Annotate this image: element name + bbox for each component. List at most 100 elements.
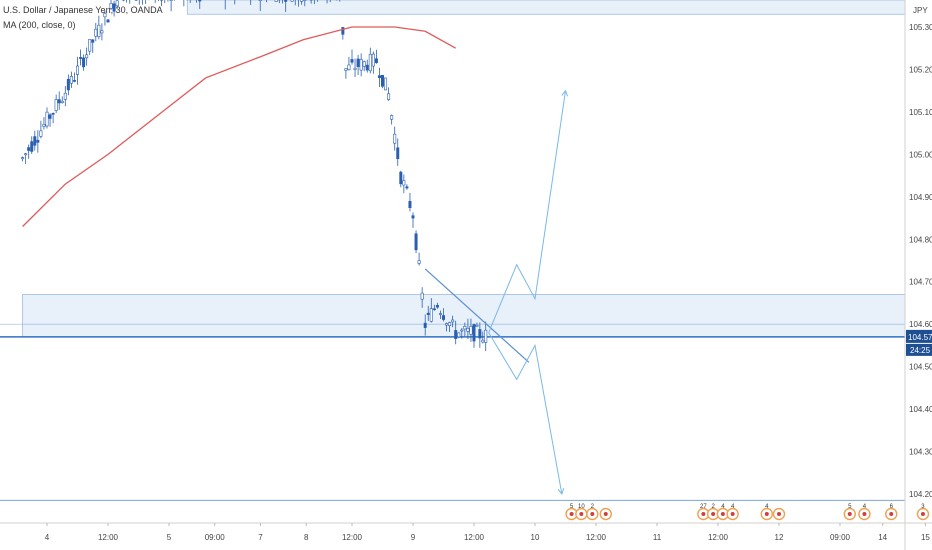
y-tick-label: 104.600 bbox=[909, 320, 932, 329]
event-marker-dot bbox=[847, 512, 852, 516]
projection-up-arrow bbox=[488, 90, 566, 333]
x-tick-label: 10 bbox=[531, 533, 540, 542]
candle-body bbox=[484, 329, 488, 343]
countdown-label: 24:25 bbox=[910, 346, 931, 355]
y-tick-label: 104.500 bbox=[909, 363, 932, 372]
x-tick-label: 15 bbox=[921, 533, 930, 542]
candle-body bbox=[457, 332, 461, 338]
candle-body bbox=[441, 315, 445, 320]
x-tick-label: 12 bbox=[775, 533, 784, 542]
candle-body bbox=[57, 99, 61, 104]
candle-body bbox=[408, 200, 412, 208]
candle-body bbox=[365, 64, 369, 71]
x-tick-label: 09:00 bbox=[830, 533, 851, 542]
candle-body bbox=[466, 328, 470, 332]
candle-body bbox=[475, 324, 479, 327]
candle-body bbox=[414, 233, 418, 251]
candle-body bbox=[402, 180, 406, 186]
candle-body bbox=[435, 304, 439, 308]
y-tick-label: 104.900 bbox=[909, 193, 932, 202]
candle-body bbox=[290, 0, 294, 2]
candle-body bbox=[420, 292, 424, 300]
candle-body bbox=[481, 339, 485, 343]
event-marker-count: 3 bbox=[921, 504, 925, 510]
x-tick-label: 12:00 bbox=[98, 533, 119, 542]
candle-body bbox=[478, 329, 482, 339]
event-marker-count: 4 bbox=[721, 504, 725, 510]
projection-down-arrow-arrowhead bbox=[557, 488, 565, 495]
event-marker-count: 5 bbox=[848, 504, 852, 510]
event-marker-dot bbox=[711, 512, 716, 516]
candle-body bbox=[448, 322, 452, 326]
candle-body bbox=[344, 68, 348, 71]
candle-body bbox=[353, 67, 357, 70]
candle-body bbox=[438, 313, 442, 315]
candle-body bbox=[97, 24, 101, 37]
candle-body bbox=[24, 153, 28, 156]
candle-body bbox=[21, 157, 25, 160]
candle-body bbox=[51, 113, 55, 115]
candle-body bbox=[417, 260, 421, 264]
projection-up-arrow-arrowhead bbox=[561, 89, 569, 97]
symbol-legend: U.S. Dollar / Japanese Yen, 30, OANDA bbox=[3, 5, 163, 15]
event-marker-count: 2 bbox=[711, 504, 715, 510]
candle-body bbox=[66, 78, 70, 91]
candle-body bbox=[27, 147, 31, 151]
y-tick-label: 104.400 bbox=[909, 405, 932, 414]
event-marker-count: 10 bbox=[578, 504, 585, 510]
candle-body bbox=[45, 111, 49, 127]
y-tick-label: 104.200 bbox=[909, 490, 932, 499]
candle-body bbox=[109, 3, 113, 9]
candle-body bbox=[396, 147, 400, 160]
event-marker-dot bbox=[590, 512, 595, 516]
x-tick-label: 5 bbox=[167, 533, 172, 542]
event-marker-dot bbox=[569, 512, 574, 516]
event-marker-count: 4 bbox=[765, 504, 769, 510]
event-marker-count: 2 bbox=[591, 504, 595, 510]
candle-body bbox=[303, 0, 307, 1]
x-tick-label: 7 bbox=[258, 533, 263, 542]
indicator-legend: MA (200, close, 0) bbox=[3, 20, 76, 30]
candle-body bbox=[169, 0, 173, 1]
candle-body bbox=[374, 58, 378, 64]
candle-body bbox=[426, 312, 430, 315]
candle-body bbox=[399, 171, 403, 185]
candle-body bbox=[380, 75, 384, 87]
candle-body bbox=[362, 61, 366, 67]
candle-body bbox=[300, 0, 304, 2]
candle-body bbox=[63, 92, 67, 100]
event-marker-dot bbox=[579, 512, 584, 516]
event-marker-dot bbox=[720, 512, 725, 516]
event-marker-dot bbox=[777, 512, 781, 516]
candle-body bbox=[341, 27, 345, 35]
x-tick-label: 14 bbox=[878, 533, 887, 542]
x-tick-label: 09:00 bbox=[205, 533, 226, 542]
x-tick-label: 8 bbox=[304, 533, 309, 542]
x-tick-label: 11 bbox=[653, 533, 662, 542]
event-marker-dot bbox=[889, 512, 894, 516]
event-marker-dot bbox=[603, 512, 608, 516]
currency-label: JPY bbox=[913, 6, 928, 15]
x-tick-label: 12:00 bbox=[586, 533, 607, 542]
candle-body bbox=[258, 0, 262, 1]
candle-body bbox=[469, 325, 473, 335]
candle-body bbox=[106, 19, 110, 23]
triangle-trendline bbox=[424, 268, 530, 363]
y-tick-label: 104.300 bbox=[909, 448, 932, 457]
event-marker-count: 5 bbox=[570, 504, 574, 510]
candle-body bbox=[42, 124, 46, 127]
candle-body bbox=[463, 326, 467, 330]
candle-body bbox=[39, 130, 43, 137]
candle-body bbox=[454, 330, 458, 339]
candle-body bbox=[350, 59, 354, 63]
candle-body bbox=[112, 3, 116, 12]
event-marker-dot bbox=[862, 512, 867, 516]
y-tick-label: 105.000 bbox=[909, 150, 932, 159]
event-marker-count: 4 bbox=[731, 504, 735, 510]
x-tick-label: 12:00 bbox=[342, 533, 363, 542]
zone-demand bbox=[22, 294, 906, 338]
event-marker-dot bbox=[730, 512, 735, 516]
y-tick-label: 104.700 bbox=[909, 278, 932, 287]
candle-body bbox=[85, 54, 89, 59]
